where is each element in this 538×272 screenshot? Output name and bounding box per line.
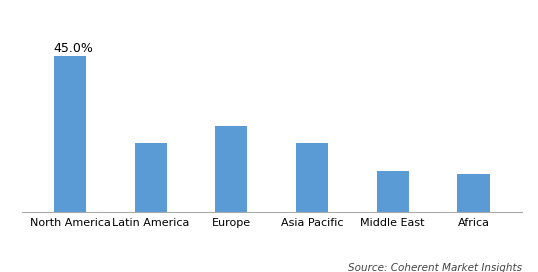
- Bar: [377, 171, 409, 212]
- Bar: [134, 143, 167, 212]
- Bar: [296, 143, 328, 212]
- Text: 45.0%: 45.0%: [54, 42, 94, 55]
- Bar: [54, 56, 86, 212]
- Text: Source: Coherent Market Insights: Source: Coherent Market Insights: [348, 263, 522, 272]
- Bar: [215, 126, 247, 212]
- Bar: [457, 174, 490, 212]
